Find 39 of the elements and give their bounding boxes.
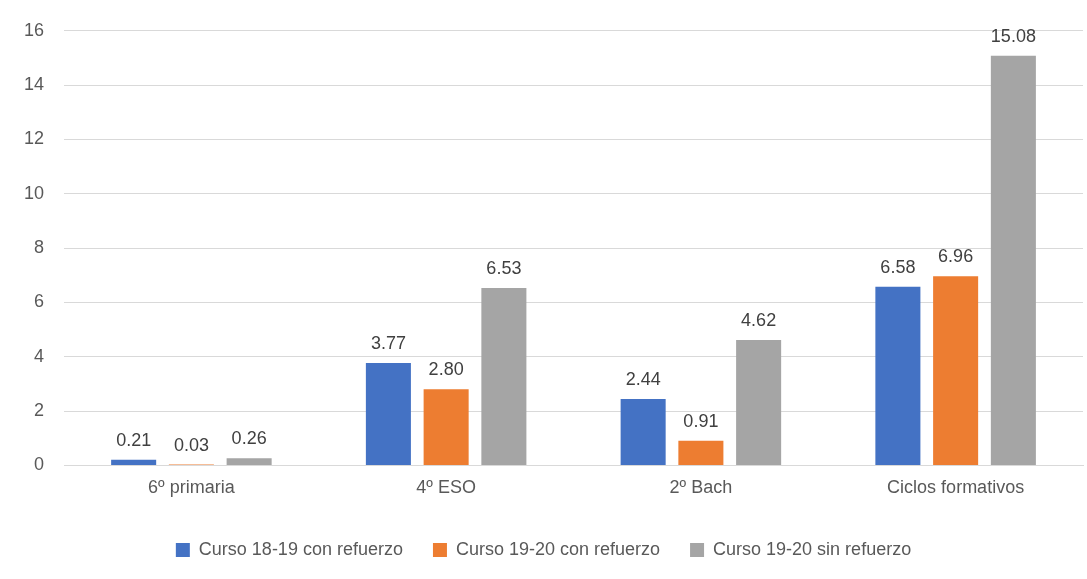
data-label: 6.96 [938, 246, 974, 267]
y-tick-label: 0 [34, 454, 45, 475]
bar [678, 440, 724, 465]
data-label: 15.08 [990, 25, 1036, 46]
bar [933, 276, 979, 465]
data-label: 4.62 [741, 309, 777, 330]
x-tick-label: 2º Bach [669, 477, 733, 498]
data-label: 6.58 [880, 256, 916, 277]
y-tick-label: 14 [23, 74, 45, 95]
bar [990, 55, 1036, 465]
legend-label: Curso 19-20 con refuerzo [455, 538, 661, 559]
bar [423, 389, 469, 465]
legend-label: Curso 18-19 con refuerzo [198, 538, 403, 559]
bar [226, 458, 272, 465]
x-tick-label: 6º primaria [148, 477, 236, 498]
y-tick-label: 6 [34, 291, 45, 312]
data-label: 3.77 [370, 332, 406, 353]
x-tick-label: 4º ESO [416, 477, 476, 498]
data-label: 0.91 [683, 410, 719, 431]
bar [736, 339, 782, 465]
y-tick-label: 4 [34, 345, 45, 366]
y-tick-label: 8 [34, 237, 45, 258]
data-label: 0.21 [116, 429, 152, 450]
data-label: 2.80 [428, 359, 464, 380]
bar [481, 288, 527, 465]
data-label: 2.44 [625, 369, 661, 390]
bar [365, 363, 411, 465]
bar [111, 459, 157, 465]
bar [875, 286, 921, 465]
y-tick-label: 16 [23, 19, 45, 40]
data-label: 6.53 [486, 258, 522, 278]
legend-label: Curso 19-20 sin refuerzo [713, 538, 912, 559]
y-tick-label: 10 [23, 182, 45, 203]
y-tick-label: 2 [34, 400, 45, 421]
x-tick-label: Ciclos formativos [887, 477, 1025, 498]
data-label: 0.03 [173, 434, 209, 455]
data-label: 0.26 [231, 428, 267, 449]
bar [620, 399, 666, 465]
y-tick-label: 12 [23, 128, 45, 149]
